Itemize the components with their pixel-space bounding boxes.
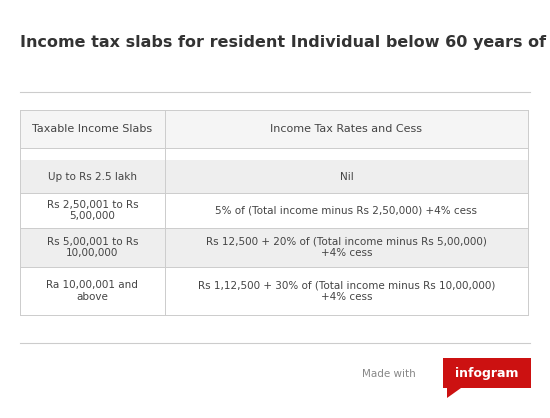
Text: infogram: infogram [455, 367, 519, 380]
Text: Rs 2,50,001 to Rs
5,00,000: Rs 2,50,001 to Rs 5,00,000 [47, 200, 138, 221]
Bar [20, 228, 528, 267]
Text: Taxable Income Slabs: Taxable Income Slabs [32, 124, 152, 134]
Bar [443, 358, 531, 388]
Text: Income Tax Rates and Cess: Income Tax Rates and Cess [271, 124, 422, 134]
Bar [20, 267, 528, 315]
Bar [20, 160, 528, 193]
Text: 5% of (Total income minus Rs 2,50,000) +4% cess: 5% of (Total income minus Rs 2,50,000) +… [216, 206, 477, 216]
Text: Rs 12,500 + 20% of (Total income minus Rs 5,00,000)
+4% cess: Rs 12,500 + 20% of (Total income minus R… [206, 237, 487, 258]
Bar [20, 193, 528, 228]
Text: Ra 10,00,001 and
above: Ra 10,00,001 and above [46, 280, 139, 302]
Text: Rs 1,12,500 + 30% of (Total income minus Rs 10,00,000)
+4% cess: Rs 1,12,500 + 30% of (Total income minus… [197, 280, 495, 302]
Bar [20, 110, 528, 148]
Text: Up to Rs 2.5 lakh: Up to Rs 2.5 lakh [48, 171, 137, 181]
Text: Income tax slabs for resident Individual below 60 years of age: Income tax slabs for resident Individual… [20, 35, 550, 50]
Text: Nil: Nil [339, 171, 353, 181]
Polygon shape [447, 388, 461, 398]
Text: Rs 5,00,001 to Rs
10,00,000: Rs 5,00,001 to Rs 10,00,000 [47, 237, 138, 258]
Text: Made with: Made with [362, 369, 416, 379]
